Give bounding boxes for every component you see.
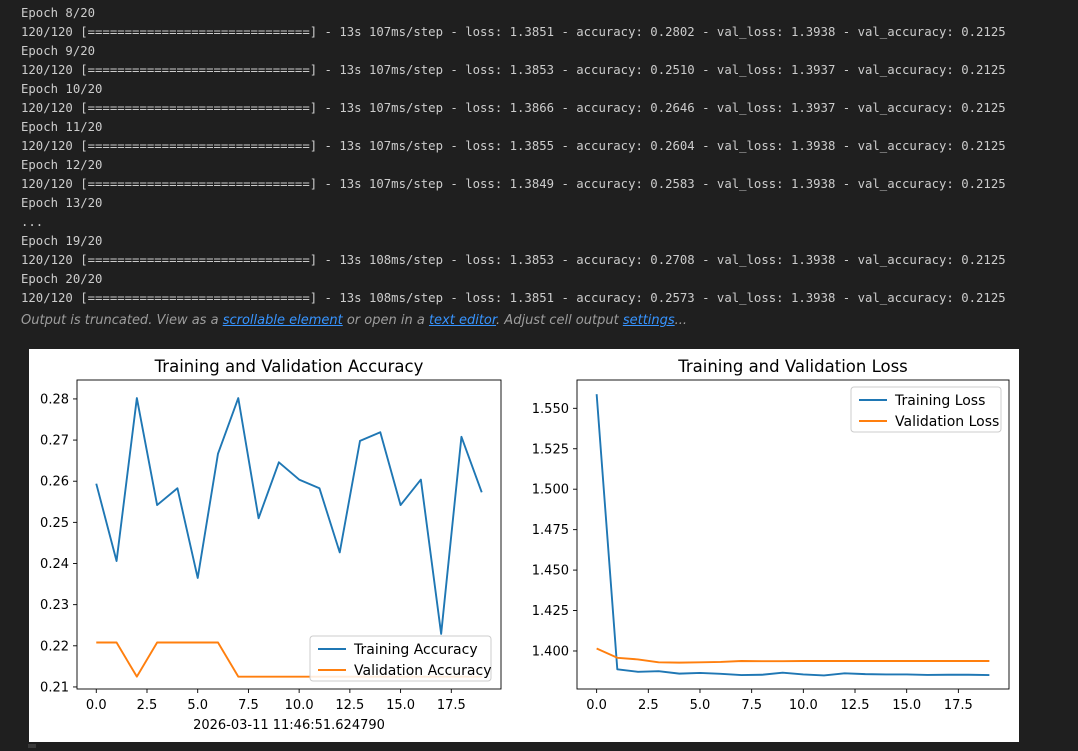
y-tick-label: 0.28 (40, 392, 69, 407)
truncation-text: ... (674, 313, 688, 328)
legend-label: Training Loss (894, 393, 985, 409)
x-tick-label: 10.0 (285, 698, 314, 713)
cell-output-marker (28, 744, 36, 748)
log-line: ... (21, 215, 44, 229)
truncation-text: or open in a (342, 313, 429, 328)
log-line: 120/120 [==============================]… (21, 63, 1006, 77)
log-line: Epoch 20/20 (21, 272, 103, 286)
charts-svg: Training and Validation Accuracy 0.0 2.5 5.… (40, 357, 1010, 733)
log-line: 120/120 [==============================]… (21, 25, 1006, 39)
log-line: 120/120 [==============================]… (21, 253, 1006, 267)
y-tick-label: 0.24 (40, 557, 69, 572)
y-tick-label: 1.425 (532, 604, 569, 619)
legend-label: Training Accuracy (353, 642, 478, 658)
log-line: Epoch 19/20 (21, 234, 103, 248)
legend-box (850, 386, 1002, 433)
log-line: 120/120 [==============================]… (21, 139, 1006, 153)
log-line: Epoch 8/20 (21, 6, 96, 20)
legend-label: Validation Accuracy (354, 663, 492, 679)
x-tick-label: 12.5 (841, 698, 870, 713)
y-tick-label: 0.25 (40, 516, 69, 531)
x-tick-label: 0.0 (86, 698, 107, 713)
log-line: Epoch 10/20 (21, 82, 103, 96)
training-log: Epoch 8/20 120/120 [====================… (21, 4, 1071, 308)
log-line: 120/120 [==============================]… (21, 101, 1006, 115)
log-line: Epoch 9/20 (21, 44, 96, 58)
x-tick-label: 17.5 (437, 698, 466, 713)
y-tick-label: 1.475 (532, 523, 569, 538)
x-tick-label: 17.5 (944, 698, 973, 713)
y-tick-label: 0.22 (40, 639, 69, 654)
scrollable-element-link[interactable]: scrollable element (222, 313, 343, 328)
y-tick-label: 1.400 (532, 644, 569, 659)
truncation-text: Output is truncated. View as a (21, 313, 223, 328)
truncation-text: . Adjust cell output (496, 313, 623, 328)
series-line-training (95, 397, 483, 635)
plot-figure: Training and Validation Accuracy 0.0 2.5 5.… (29, 349, 1019, 742)
x-tick-label: 15.0 (386, 698, 415, 713)
y-tick-label: 0.23 (40, 598, 69, 613)
chart-title: Training and Validation Loss (677, 357, 908, 376)
y-tick-label: 0.21 (40, 680, 69, 695)
x-tick-label: 5.0 (187, 698, 208, 713)
series-line-training (595, 394, 990, 677)
x-tick-label: 2.5 (137, 698, 158, 713)
x-tick-label: 10.0 (789, 698, 818, 713)
x-tick-label: 7.5 (238, 698, 259, 713)
x-tick-label: 15.0 (892, 698, 921, 713)
log-line: Epoch 11/20 (21, 120, 103, 134)
legend-box (309, 635, 492, 682)
axes-frame (576, 379, 1010, 690)
x-tick-label: 5.0 (690, 698, 711, 713)
series-line-validation (596, 647, 990, 664)
y-tick-label: 1.550 (532, 402, 569, 417)
legend-label: Validation Loss (895, 414, 999, 430)
chart-title: Training and Validation Accuracy (154, 357, 424, 376)
x-tick-label: 2.5 (638, 698, 659, 713)
axes-frame (76, 379, 502, 690)
y-tick-label: 0.26 (40, 475, 69, 490)
log-line: Epoch 13/20 (21, 196, 103, 210)
x-axis-label: 2026-03-11 11:46:51.624790 (193, 718, 385, 733)
log-line: Epoch 12/20 (21, 158, 103, 172)
log-line: 120/120 [==============================]… (21, 177, 1006, 191)
settings-link[interactable]: settings (622, 313, 675, 328)
y-tick-label: 1.525 (532, 442, 569, 457)
text-editor-link[interactable]: text editor (428, 313, 497, 328)
truncation-notice: Output is truncated. View as a scrollabl… (21, 313, 687, 328)
y-tick-label: 1.500 (532, 483, 569, 498)
x-tick-label: 12.5 (335, 698, 364, 713)
x-tick-label: 7.5 (741, 698, 762, 713)
y-tick-label: 0.27 (40, 434, 69, 449)
y-tick-label: 1.450 (532, 564, 569, 579)
log-line: 120/120 [==============================]… (21, 291, 1006, 305)
x-tick-label: 0.0 (586, 698, 607, 713)
